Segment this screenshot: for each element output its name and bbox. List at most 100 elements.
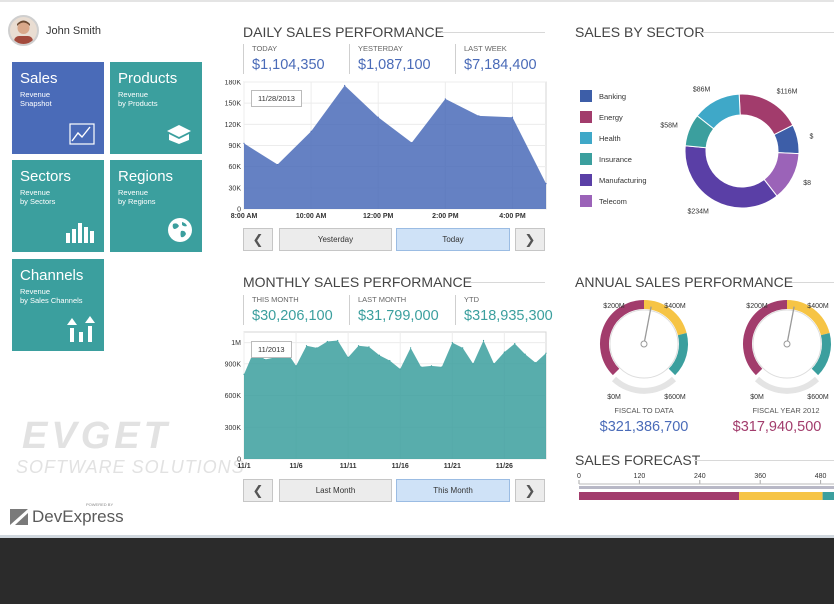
data-point <box>472 363 474 365</box>
area-series <box>244 85 546 209</box>
y-tick-label: 30K <box>229 185 242 192</box>
monthly-next-arrow[interactable]: ❯ <box>515 479 545 502</box>
legend-swatch <box>580 111 592 123</box>
chevron-left-icon: ❮ <box>252 482 264 498</box>
x-tick-label: 11/1 <box>237 463 250 470</box>
data-point <box>316 347 318 349</box>
monthly-kpi-lastmonth: LAST MONTH $31,799,000 <box>349 295 439 325</box>
gauge-tick: $0M <box>750 394 764 401</box>
gauge-inner-ring <box>752 309 822 379</box>
daily-next-arrow[interactable]: ❯ <box>515 228 545 251</box>
legend-label: Energy <box>599 112 623 122</box>
gauge-0-value: $321,386,700 <box>599 419 689 435</box>
gauge-band-mid <box>786 300 830 336</box>
daily-kpi-today-value: $1,104,350 <box>252 57 325 73</box>
avatar[interactable] <box>8 15 39 46</box>
legend-label: Telecom <box>599 196 627 206</box>
watermark-subtitle: SOFTWARE SOLUTIONS <box>16 457 245 477</box>
legend-item-telecom[interactable]: Telecom <box>580 195 627 207</box>
data-point <box>389 359 391 362</box>
legend-item-insurance[interactable]: Insurance <box>580 153 632 165</box>
data-point <box>344 84 346 87</box>
data-point <box>264 358 266 361</box>
daily-date-tag: 11/28/2013 <box>251 90 302 107</box>
monthly-prev-arrow[interactable]: ❮ <box>243 479 273 502</box>
legend-swatch <box>580 174 592 186</box>
x-tick-label: 11/16 <box>392 463 409 470</box>
y-tick-label: 120K <box>225 122 242 129</box>
gauge-tick: $0M <box>607 394 621 401</box>
legend-item-health[interactable]: Health <box>580 132 621 144</box>
data-point <box>326 340 328 343</box>
forecast-segment-1 <box>739 492 823 500</box>
gauge-1-value: $317,940,500 <box>732 419 822 435</box>
legend-item-banking[interactable]: Banking <box>580 90 626 102</box>
gauge-fiscal-year-2012: $200M $400M $0M $600M <box>743 300 831 401</box>
gauge-tick: $600M <box>664 394 686 401</box>
data-point <box>347 356 349 358</box>
legend-item-energy[interactable]: Energy <box>580 111 623 123</box>
data-point <box>276 163 279 166</box>
forecast-segment-2 <box>822 492 834 500</box>
legend-swatch <box>580 195 592 207</box>
gauge-hub <box>640 340 648 348</box>
monthly-kpi-thismonth: THIS MONTH $30,206,100 <box>243 295 333 325</box>
tile-channels[interactable]: Channels Revenue by Sales Channels <box>12 259 104 351</box>
top-border <box>0 0 834 2</box>
user-name[interactable]: John Smith <box>46 25 102 37</box>
y-tick-label: 150K <box>225 101 242 108</box>
forecast-bar-chart[interactable]: 0 120 240 360 480 <box>575 470 834 504</box>
tile-regions-sub1: Revenue <box>118 188 149 197</box>
gauge-band-high <box>668 333 688 376</box>
gauge-tick: $400M <box>807 303 829 310</box>
data-point <box>357 345 360 347</box>
y-tick-label: 0 <box>237 457 241 464</box>
daily-kpi-today-label: TODAY <box>252 44 278 53</box>
legend-item-manufacturing[interactable]: Manufacturing <box>580 174 647 186</box>
data-point <box>410 347 412 349</box>
donut-slice-manufacturing <box>684 145 778 209</box>
donut-label: $116M <box>777 88 798 95</box>
daily-kpi-yesterday-label: YESTERDAY <box>358 44 403 53</box>
daily-prev-arrow[interactable]: ❮ <box>243 228 273 251</box>
watermark-title: EVGET <box>22 415 171 457</box>
daily-today-button[interactable]: Today <box>396 228 510 251</box>
daily-kpi-today: TODAY $1,104,350 <box>243 44 325 74</box>
donut-slice-energy <box>738 93 794 136</box>
tile-regions[interactable]: Regions Revenue by Regions <box>110 160 202 252</box>
donut-label: $ <box>809 134 813 141</box>
gauge-fiscal-to-data: $200M $400M $0M $600M <box>600 300 688 401</box>
box-icon <box>167 125 191 144</box>
tile-sectors-sub1: Revenue <box>20 188 51 197</box>
data-point <box>545 352 547 354</box>
globe-icon <box>168 218 192 242</box>
donut-slice-health <box>696 93 741 130</box>
sector-donut-chart[interactable]: $116M $ $8 $234M $58M $86M <box>650 60 834 240</box>
data-point <box>337 339 339 342</box>
sector-title: SALES BY SECTOR <box>575 24 705 40</box>
donut-label: $58M <box>660 122 678 129</box>
donut-label: $234M <box>687 209 709 216</box>
monthly-thismonth-button[interactable]: This Month <box>396 479 510 502</box>
forecast-title: SALES FORECAST <box>575 452 701 468</box>
chevron-right-icon: ❯ <box>524 482 536 498</box>
monthly-lastmonth-button[interactable]: Last Month <box>279 479 392 502</box>
data-point <box>420 366 422 368</box>
tile-products-sub1: Revenue <box>118 90 149 99</box>
data-point <box>514 343 516 345</box>
daily-yesterday-button[interactable]: Yesterday <box>279 228 392 251</box>
x-tick-label: 240 <box>694 473 706 480</box>
daily-kpi-yesterday: YESTERDAY $1,087,100 <box>349 44 431 74</box>
tile-sales[interactable]: Sales Revenue Snapshot <box>12 62 104 154</box>
x-tick-label: 2:00 PM <box>432 213 459 220</box>
gauge-base <box>754 376 820 394</box>
monthly-sales-chart[interactable]: 0 300K 600K 900K 1M 11/1 11/6 11/11 11/16 11/21 11… <box>222 330 548 472</box>
tile-regions-title: Regions <box>118 168 174 185</box>
data-point <box>305 345 308 347</box>
data-point <box>377 116 379 118</box>
tile-sectors[interactable]: Sectors Revenue by Sectors <box>12 160 104 252</box>
annual-title: ANNUAL SALES PERFORMANCE <box>575 274 794 290</box>
line-chart-icon <box>69 123 95 145</box>
tile-products[interactable]: Products Revenue by Products <box>110 62 202 154</box>
gauge-hub <box>783 340 791 348</box>
